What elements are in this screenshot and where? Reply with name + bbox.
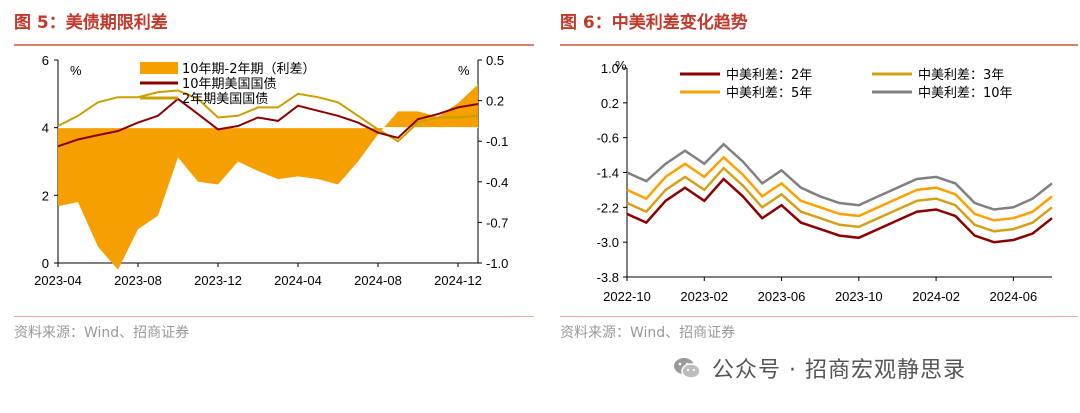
fig6-x-tick-label: 2024-02 <box>912 289 960 304</box>
fig5-x-tick-label: 2024-04 <box>274 273 322 288</box>
fig5-right-tick-label: -0.7 <box>486 215 508 230</box>
fig6-x-tick-label: 2023-10 <box>835 289 883 304</box>
fig5-x-tick-label: 2024-08 <box>354 273 402 288</box>
wechat-icon <box>674 358 701 379</box>
fig6-series-5y-line <box>626 155 1053 222</box>
fig6-y-tick-label: -1.4 <box>597 166 619 181</box>
fig6-legend-label-5y: 中美利差：5年 <box>726 86 812 101</box>
fig5-legend-swatch-spread <box>140 62 178 74</box>
fig5-x-tick-label: 2023-12 <box>194 273 242 288</box>
fig6-series-3y-line <box>626 166 1053 233</box>
fig5-series-2y-line <box>57 89 479 143</box>
fig5-right-tick-label: -0.1 <box>486 134 508 149</box>
fig6-title: 图 6：中美利差变化趋势 <box>560 13 748 33</box>
fig6-y-tick-label: 1.0 <box>601 61 619 76</box>
fig5-title: 图 5：美债期限利差 <box>14 13 168 33</box>
fig6-x-tick-label: 2023-02 <box>680 289 728 304</box>
fig5-right-tick-label: -0.4 <box>486 175 508 190</box>
fig5-left-tick-label: 6 <box>42 53 49 68</box>
fig5-chart: 0 2 4 6 -1.0 -0.7 -0.4 -0.1 0.2 0.5 2023-04 2023-08… <box>34 53 508 288</box>
fig5-legend-label-spread: 10年期-2年期（利差） <box>182 62 316 77</box>
footer-watermark: 公众号 · 招商宏观静思录 <box>672 352 966 384</box>
fig5-x-tick-label: 2024-12 <box>434 273 482 288</box>
fig6-series-2y-line <box>626 177 1053 244</box>
fig5-right-tick-label: -1.0 <box>486 256 508 271</box>
fig5-left-tick-label: 4 <box>42 121 49 136</box>
fig6-title-rule <box>560 44 1078 46</box>
fig6-y-tick-label: -2.2 <box>597 200 619 215</box>
fig5-left-unit: % <box>70 63 82 78</box>
fig6-legend-label-3y: 中美利差：3年 <box>918 68 1004 83</box>
fig6-unit: % <box>615 58 627 73</box>
fig6-source: 资料来源：Wind、招商证券 <box>560 325 736 341</box>
fig6-series-10y-line <box>626 142 1053 211</box>
fig5-x-tick-label: 2023-08 <box>114 273 162 288</box>
fig5-left-tick-label: 2 <box>42 188 49 203</box>
fig6-source-rule <box>560 316 1078 317</box>
fig5-right-tick-label: 0.2 <box>486 94 504 109</box>
fig5-left-tick-label: 0 <box>42 256 49 271</box>
fig6-legend-label-10y: 中美利差：10年 <box>918 86 1013 101</box>
fig5-title-rule <box>14 44 534 46</box>
fig5-legend-label-2y: 2年期美国国债 <box>182 92 268 107</box>
fig6-y-tick-label: 0.2 <box>601 96 619 111</box>
fig6-y-tick-label: -0.6 <box>597 131 619 146</box>
fig6-chart: 1.0 0.2 -0.6 -1.4 -2.2 -3.0 -3.8 2022-10 2023-02… <box>597 58 1053 304</box>
footer-text: 公众号 · 招商宏观静思录 <box>712 358 966 383</box>
fig5-source: 资料来源：Wind、招商证券 <box>14 325 190 341</box>
fig5-x-tick-label: 2023-04 <box>34 273 82 288</box>
fig5-series-10y-line <box>57 97 479 148</box>
fig5-legend-label-10y: 10年期美国国债 <box>182 77 277 92</box>
fig6-x-tick-label: 2024-06 <box>990 289 1038 304</box>
fig6-x-tick-label: 2023-06 <box>758 289 806 304</box>
fig6-x-tick-label: 2022-10 <box>603 289 651 304</box>
fig5-right-tick-label: 0.5 <box>486 53 504 68</box>
fig6-y-tick-label: -3.8 <box>597 270 619 285</box>
fig6-legend-label-2y: 中美利差：2年 <box>726 68 812 83</box>
fig6-y-tick-label: -3.0 <box>597 235 619 250</box>
fig5-right-unit: % <box>458 63 470 78</box>
fig5-source-rule <box>14 316 534 317</box>
